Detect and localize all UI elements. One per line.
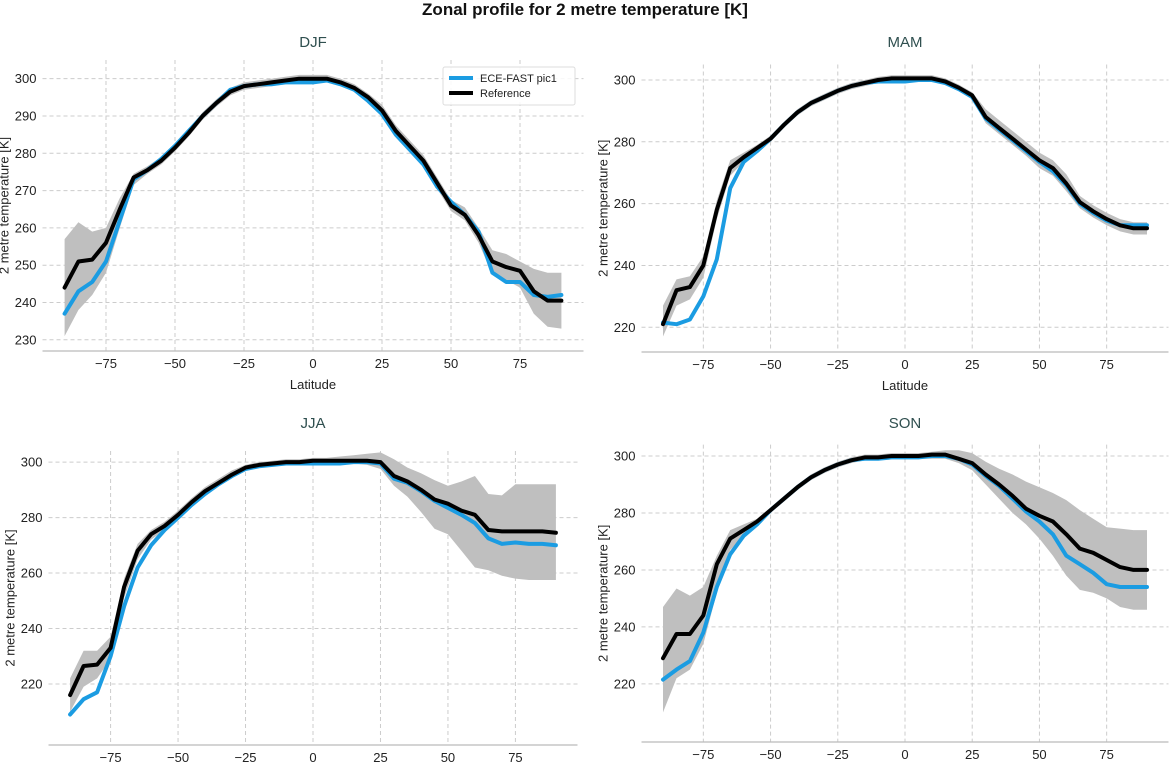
- y-axis-label: 2 metre temperature [K]: [3, 529, 18, 666]
- y-tick-label: 300: [614, 448, 636, 463]
- x-tick-label: 25: [965, 747, 979, 762]
- x-tick-label: 25: [965, 357, 979, 372]
- y-tick-label: 240: [614, 258, 636, 273]
- reference-line: [661, 76, 1149, 327]
- x-tick-label: −25: [827, 357, 849, 372]
- y-tick-label: 260: [21, 566, 43, 581]
- y-tick-label: 220: [614, 320, 636, 335]
- x-tick-label: 0: [901, 357, 908, 372]
- x-tick-label: 50: [1032, 357, 1046, 372]
- legend-label: ECE-FAST pic1: [480, 73, 557, 85]
- x-tick-label: 75: [1099, 357, 1113, 372]
- y-tick-label: 240: [21, 621, 43, 636]
- subplot-mam: MAM −75 −50 −25 0 25 50 75 220 240 260 280 300 Latitu…: [596, 34, 1169, 393]
- y-tick-label: 280: [21, 510, 43, 525]
- y-tick-label: 280: [614, 505, 636, 520]
- x-tick-label: 0: [901, 747, 908, 762]
- y-tick-label: 220: [614, 676, 636, 691]
- x-tick-label: −75: [692, 747, 714, 762]
- subplot-title: SON: [889, 415, 922, 432]
- x-tick-label: −50: [167, 750, 189, 765]
- y-tick-label: 260: [614, 196, 636, 211]
- y-tick-label: 240: [15, 295, 37, 310]
- y-tick-label: 260: [15, 220, 37, 235]
- x-tick-label: 50: [1032, 747, 1046, 762]
- reference-spread-band: [663, 450, 1147, 713]
- y-tick-label: 300: [15, 71, 37, 86]
- y-tick-label: 270: [15, 183, 37, 198]
- reference-line: [62, 76, 564, 303]
- x-tick-label: −25: [233, 356, 255, 371]
- y-axis-label: 2 metre temperature [K]: [596, 525, 611, 662]
- legend: ECE-FAST pic1 Reference: [442, 66, 576, 106]
- x-tick-label: 50: [441, 750, 455, 765]
- subplot-title: JJA: [300, 415, 325, 432]
- y-tick-label: 300: [614, 72, 636, 87]
- x-axis-label: Latitude: [882, 378, 928, 393]
- subplot-jja: JJA−75−50−250255075220240260280300Latitu…: [3, 415, 578, 765]
- y-tick-label: 280: [15, 146, 37, 161]
- y-tick-label: 280: [614, 134, 636, 149]
- x-tick-label: 25: [373, 750, 387, 765]
- y-axis-label: 2 metre temperature [K]: [596, 140, 611, 277]
- x-tick-label: 25: [375, 356, 389, 371]
- subplot-son: SON−75−50−250255075220240260280300Latitu…: [596, 415, 1169, 762]
- reference-line: [661, 452, 1149, 661]
- subplot-title: MAM: [888, 34, 923, 51]
- y-tick-label: 300: [21, 455, 43, 470]
- x-tick-label: 75: [508, 750, 522, 765]
- x-tick-label: −75: [100, 750, 122, 765]
- x-tick-label: −50: [164, 356, 186, 371]
- y-tick-label: 250: [15, 258, 37, 273]
- y-tick-label: 240: [614, 619, 636, 634]
- x-tick-label: 0: [309, 750, 316, 765]
- y-tick-label: 230: [15, 332, 37, 347]
- figure-title: Zonal profile for 2 metre temperature [K…: [422, 0, 748, 19]
- y-tick-label: 220: [21, 676, 43, 691]
- subplot-djf: DJF −75 −50 −25 0 25 50 75 230 240 250 260 270 280 290…: [0, 34, 584, 392]
- reference-spread-band: [70, 452, 556, 712]
- x-tick-label: −25: [234, 750, 256, 765]
- y-tick-label: 290: [15, 108, 37, 123]
- x-tick-label: −75: [692, 357, 714, 372]
- reference-spread-band: [64, 74, 562, 337]
- x-tick-label: 50: [444, 356, 458, 371]
- model-line: [68, 460, 558, 717]
- subplot-title: DJF: [299, 34, 327, 51]
- y-axis-label: 2 metre temperature [K]: [0, 137, 12, 274]
- x-tick-label: −75: [95, 356, 117, 371]
- x-tick-label: −25: [827, 747, 849, 762]
- x-tick-label: −50: [760, 747, 782, 762]
- x-tick-label: 75: [1099, 747, 1113, 762]
- x-tick-label: 75: [513, 356, 527, 371]
- x-tick-label: 0: [309, 356, 316, 371]
- y-tick-label: 260: [614, 562, 636, 577]
- legend-frame: [442, 66, 576, 106]
- x-tick-label: −50: [760, 357, 782, 372]
- legend-label: Reference: [480, 88, 531, 100]
- x-axis-label: Latitude: [290, 377, 336, 392]
- reference-line: [68, 458, 558, 698]
